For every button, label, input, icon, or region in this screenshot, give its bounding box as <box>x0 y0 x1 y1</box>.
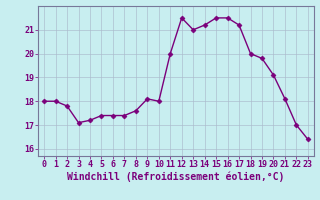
X-axis label: Windchill (Refroidissement éolien,°C): Windchill (Refroidissement éolien,°C) <box>67 172 285 182</box>
